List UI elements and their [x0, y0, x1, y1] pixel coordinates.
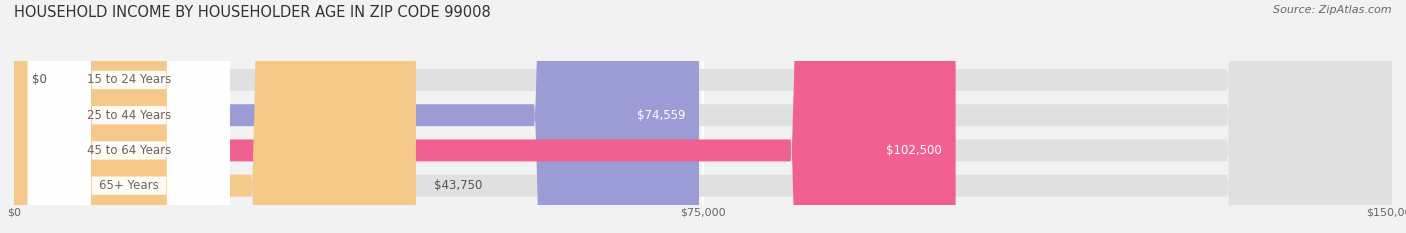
- FancyBboxPatch shape: [14, 0, 416, 233]
- Text: $0: $0: [32, 73, 48, 86]
- FancyBboxPatch shape: [28, 0, 231, 233]
- FancyBboxPatch shape: [14, 0, 699, 233]
- Text: 15 to 24 Years: 15 to 24 Years: [87, 73, 172, 86]
- Text: 25 to 44 Years: 25 to 44 Years: [87, 109, 172, 122]
- Text: $74,559: $74,559: [637, 109, 685, 122]
- FancyBboxPatch shape: [28, 0, 231, 233]
- FancyBboxPatch shape: [14, 0, 956, 233]
- FancyBboxPatch shape: [14, 0, 1392, 233]
- FancyBboxPatch shape: [14, 0, 1392, 233]
- Text: $102,500: $102,500: [886, 144, 942, 157]
- Text: $43,750: $43,750: [434, 179, 482, 192]
- Text: 65+ Years: 65+ Years: [98, 179, 159, 192]
- FancyBboxPatch shape: [14, 0, 1392, 233]
- Text: 45 to 64 Years: 45 to 64 Years: [87, 144, 172, 157]
- FancyBboxPatch shape: [14, 0, 1392, 233]
- FancyBboxPatch shape: [28, 0, 231, 233]
- Text: HOUSEHOLD INCOME BY HOUSEHOLDER AGE IN ZIP CODE 99008: HOUSEHOLD INCOME BY HOUSEHOLDER AGE IN Z…: [14, 5, 491, 20]
- Text: Source: ZipAtlas.com: Source: ZipAtlas.com: [1274, 5, 1392, 15]
- FancyBboxPatch shape: [28, 0, 231, 233]
